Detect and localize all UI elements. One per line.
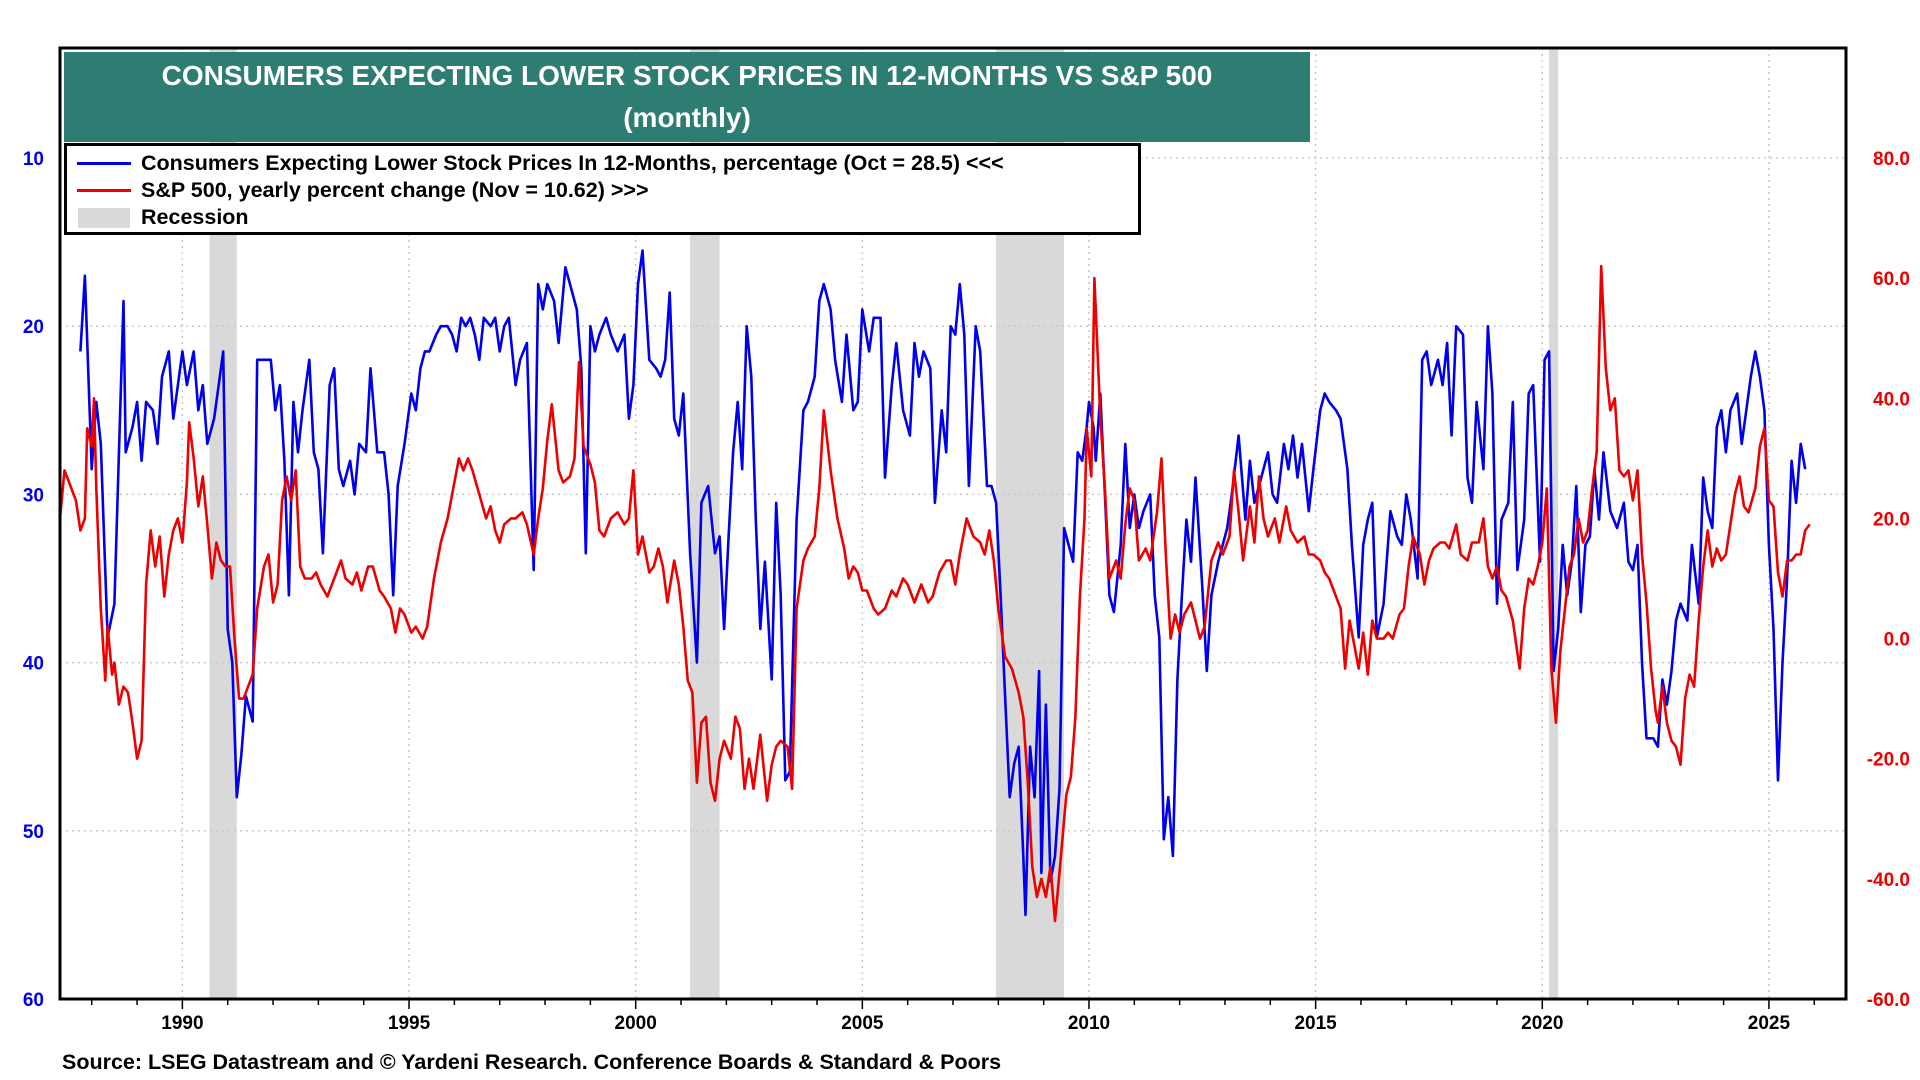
legend-label-blue: Consumers Expecting Lower Stock Prices I… bbox=[141, 151, 1004, 175]
right-tick-label: 0.0 bbox=[1884, 630, 1910, 651]
right-tick-label: 80.0 bbox=[1873, 149, 1910, 170]
right-tick-label: 60.0 bbox=[1873, 269, 1910, 290]
series-lines bbox=[58, 249, 1811, 923]
x-tick-label: 1990 bbox=[161, 1013, 203, 1034]
legend-item-blue: Consumers Expecting Lower Stock Prices I… bbox=[67, 150, 1004, 177]
legend-label-red: S&P 500, yearly percent change (Nov = 10… bbox=[141, 178, 649, 202]
right-tick-label: -40.0 bbox=[1867, 870, 1910, 891]
sp500-yoy-line bbox=[58, 264, 1811, 923]
x-tick-label: 2025 bbox=[1748, 1013, 1791, 1034]
source-note: Source: LSEG Datastream and © Yardeni Re… bbox=[62, 1050, 1002, 1074]
x-tick-label: 2005 bbox=[841, 1013, 884, 1034]
legend-swatch-blue bbox=[77, 162, 131, 165]
left-tick-label: 10 bbox=[23, 149, 44, 170]
x-tick-label: 1995 bbox=[388, 1013, 431, 1034]
left-tick-label: 20 bbox=[23, 317, 44, 338]
right-tick-label: 20.0 bbox=[1873, 509, 1910, 530]
left-tick-label: 40 bbox=[23, 654, 44, 675]
legend-item-red: S&P 500, yearly percent change (Nov = 10… bbox=[67, 177, 649, 204]
legend: Consumers Expecting Lower Stock Prices I… bbox=[64, 143, 1141, 235]
x-tick-label: 2015 bbox=[1294, 1013, 1337, 1034]
legend-swatch-recession bbox=[78, 207, 130, 228]
x-tick-label: 2000 bbox=[615, 1013, 657, 1034]
legend-item-recession: Recession bbox=[67, 204, 249, 231]
left-tick-label: 30 bbox=[23, 485, 44, 506]
chart-title-line1: CONSUMERS EXPECTING LOWER STOCK PRICES I… bbox=[161, 60, 1213, 91]
right-tick-label: -20.0 bbox=[1867, 750, 1910, 771]
chart-title: CONSUMERS EXPECTING LOWER STOCK PRICES I… bbox=[64, 52, 1310, 142]
axes: 1990 1995 2000 2005 2010 2015 2020 2025 10 20 30 40… bbox=[23, 149, 1910, 1034]
chart-title-line2: (monthly) bbox=[623, 102, 751, 133]
x-tick-label: 2010 bbox=[1068, 1013, 1110, 1034]
legend-swatch-red bbox=[77, 189, 131, 192]
left-tick-label: 50 bbox=[23, 822, 44, 843]
right-tick-label: 40.0 bbox=[1873, 389, 1910, 410]
recession-band-3 bbox=[1549, 48, 1559, 999]
consumers-lower-prices-line bbox=[79, 249, 1807, 917]
left-tick-label: 60 bbox=[23, 990, 44, 1011]
legend-label-recession: Recession bbox=[141, 205, 249, 229]
x-tick-label: 2020 bbox=[1521, 1013, 1563, 1034]
right-tick-label: -60.0 bbox=[1867, 990, 1910, 1011]
